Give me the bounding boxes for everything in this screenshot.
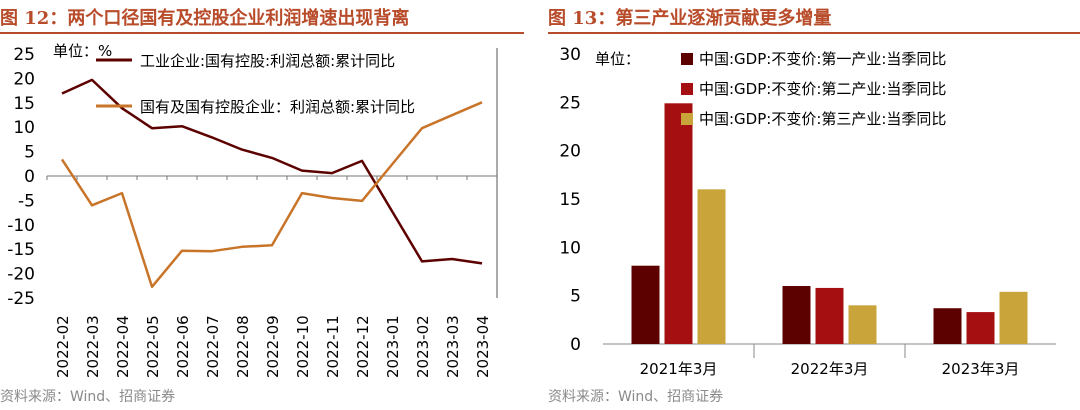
left-x-tick-label: 2022-12 (354, 315, 372, 378)
left-x-tick-label: 2022-02 (54, 315, 72, 378)
right-legend-label-2: 中国:GDP:不变价:第二产业:当季同比 (699, 80, 946, 98)
right-bar-1 (933, 308, 962, 344)
left-legend-label-1: 工业企业:国有控股:利润总额:累计同比 (140, 52, 395, 70)
left-x-tick-label: 2022-03 (84, 315, 102, 378)
left-x-tick-label: 2023-01 (384, 315, 402, 378)
left-y-tick-label: -25 (7, 289, 35, 309)
left-y-tick-label: 10 (13, 118, 35, 138)
left-source-note: 资料来源：Wind、招商证券 (0, 389, 176, 405)
left-x-tick-label: 2022-10 (294, 315, 312, 378)
right-chart-panel: 图 13：第三产业逐渐贡献更多增量 0 5 10 15 20 25 30 2021年3月 202… (548, 0, 1080, 410)
left-x-tick-label: 2022-07 (204, 315, 222, 378)
right-bar-2 (966, 312, 995, 344)
left-series-line-2 (60, 101, 483, 289)
right-source-note: 资料来源：Wind、招商证券 (548, 389, 724, 405)
left-x-tick-label: 2022-04 (114, 315, 132, 378)
left-y-tick-label: 20 (13, 69, 35, 89)
right-y-tick-label: 0 (570, 335, 581, 355)
right-legend-swatch-1 (681, 53, 693, 65)
right-unit-label: 单位： (595, 50, 640, 68)
left-series-line-1 (61, 78, 483, 265)
right-bar-3 (999, 291, 1028, 344)
left-unit-label: 单位：% (53, 42, 112, 60)
right-legend-label-1: 中国:GDP:不变价:第一产业:当季同比 (699, 50, 946, 68)
left-chart-title: 图 12：两个口径国有及控股企业利润增速出现背离 (0, 8, 410, 29)
right-bar-chart: 0 5 10 15 20 25 30 2021年3月 2022年3月 2023年3月 单位： 中国:G… (559, 45, 1056, 378)
right-y-tick-label: 20 (559, 142, 581, 162)
right-legend-label-3: 中国:GDP:不变价:第三产业:当季同比 (699, 110, 946, 128)
left-x-tick-label: 2022-05 (144, 315, 162, 378)
left-chart-panel: 图 12：两个口径国有及控股企业利润增速出现背离 25 20 15 10 5 0 -5 -10… (0, 0, 530, 410)
right-bar-2 (815, 287, 844, 344)
left-legend-label-2: 国有及国有控股企业：利润总额:累计同比 (140, 98, 415, 116)
right-chart-title: 图 13：第三产业逐渐贡献更多增量 (548, 8, 832, 29)
left-title-rule (0, 32, 524, 34)
right-bar-3 (697, 189, 726, 344)
right-y-tick-label: 15 (559, 190, 581, 210)
left-x-tick-label: 2022-08 (234, 315, 252, 378)
right-bar-1 (782, 286, 811, 344)
right-y-tick-label: 5 (570, 287, 581, 307)
left-y-tick-label: -10 (7, 216, 35, 236)
left-y-tick-label: 25 (13, 45, 35, 65)
left-y-tick-label: 15 (13, 94, 35, 114)
left-y-tick-label: -5 (18, 191, 35, 211)
right-legend-swatch-2 (681, 83, 693, 95)
right-x-category-label: 2023年3月 (942, 360, 1020, 378)
right-y-tick-label: 30 (559, 45, 581, 65)
left-y-tick-label: 0 (24, 167, 35, 187)
right-x-category-label: 2022年3月 (791, 360, 869, 378)
left-x-tick-label: 2023-02 (414, 315, 432, 378)
left-x-tick-label: 2022-06 (174, 315, 192, 378)
right-bar-1 (631, 265, 660, 344)
left-x-tick-label: 2022-11 (324, 315, 342, 378)
left-x-tick-label: 2023-03 (444, 315, 462, 378)
right-x-category-label: 2021年3月 (640, 360, 718, 378)
left-y-tick-label: -20 (7, 265, 35, 285)
right-title-rule (548, 32, 1080, 34)
right-y-tick-label: 25 (559, 93, 581, 113)
right-bar-3 (848, 305, 877, 344)
left-x-tick-label: 2023-04 (474, 315, 492, 378)
right-bar-2 (664, 103, 693, 344)
right-legend-swatch-3 (681, 113, 693, 125)
left-line-chart: 25 20 15 10 5 0 -5 -10 -15 -20 -25 2022-02 2022-03 20… (7, 42, 498, 378)
left-x-tick-label: 2022-09 (264, 315, 282, 378)
left-y-tick-label: -15 (7, 240, 35, 260)
left-y-tick-label: 5 (24, 143, 35, 163)
right-y-tick-label: 10 (559, 238, 581, 258)
